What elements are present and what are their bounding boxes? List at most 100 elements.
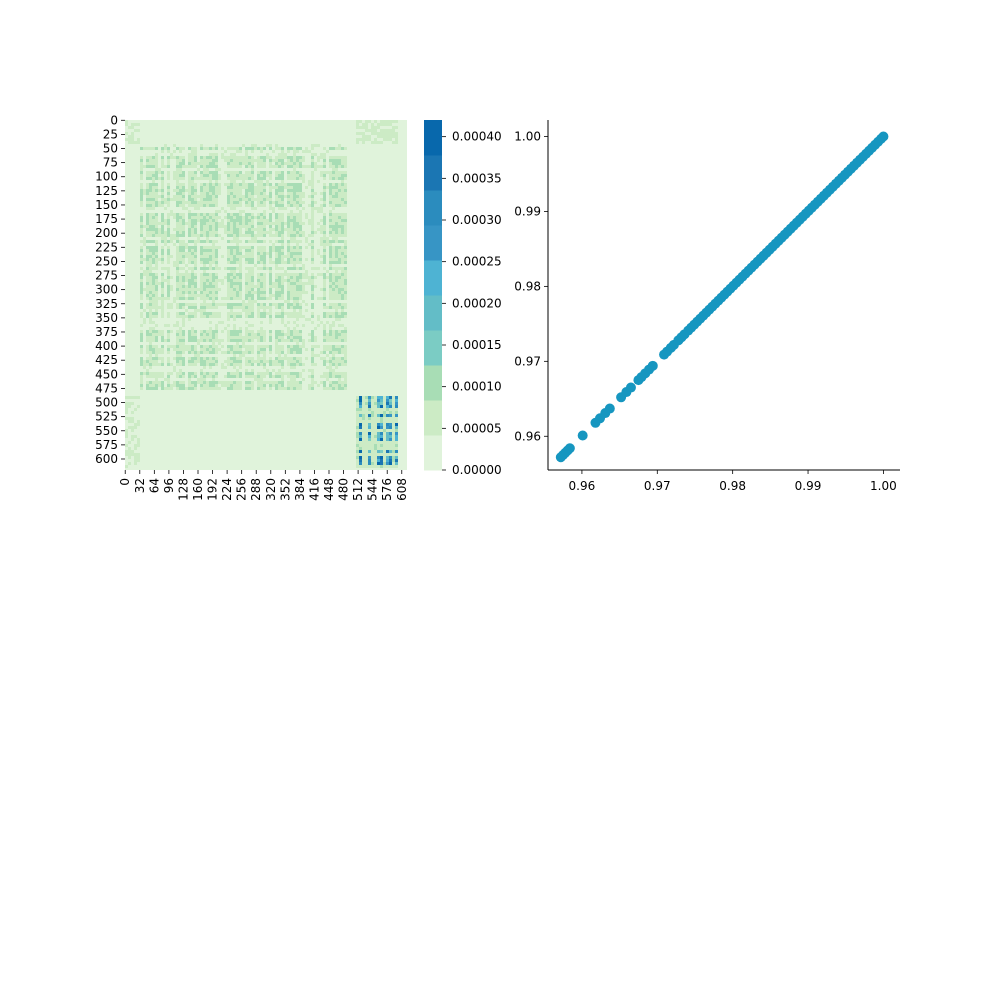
heatmap-cell <box>269 213 272 216</box>
heatmap-cell <box>365 462 368 465</box>
heatmap-cell <box>158 363 161 366</box>
heatmap-cell <box>293 255 296 258</box>
heatmap-cell <box>146 204 149 207</box>
heatmap-cell <box>359 420 362 423</box>
heatmap-cell <box>323 303 326 306</box>
heatmap-cell <box>224 360 227 363</box>
heatmap-cell <box>179 348 182 351</box>
heatmap-cell <box>275 342 278 345</box>
heatmap-cell <box>203 372 206 375</box>
colorbar-band <box>424 330 442 366</box>
heatmap-cell <box>134 462 137 465</box>
heatmap-cell <box>191 222 194 225</box>
heatmap-cell <box>362 402 365 405</box>
heatmap-cell <box>332 372 335 375</box>
heatmap-cell <box>275 348 278 351</box>
heatmap-cell <box>380 141 383 144</box>
heatmap-cell <box>281 351 284 354</box>
heatmap-cell <box>146 282 149 285</box>
heatmap-cell <box>368 429 371 432</box>
heatmap-cell <box>149 285 152 288</box>
heatmap-cell <box>185 303 188 306</box>
heatmap-cell <box>278 285 281 288</box>
heatmap-cell <box>146 351 149 354</box>
heatmap-cell <box>341 384 344 387</box>
heatmap-cell <box>281 153 284 156</box>
heatmap-cell <box>341 372 344 375</box>
heatmap-cell <box>239 351 242 354</box>
heatmap-cell <box>206 156 209 159</box>
heatmap-cell <box>149 174 152 177</box>
heatmap-cell <box>239 384 242 387</box>
heatmap-cell <box>200 279 203 282</box>
heatmap-cell <box>209 363 212 366</box>
heatmap-cell <box>377 396 380 399</box>
heatmap-cell <box>200 375 203 378</box>
heatmap-cell <box>320 153 323 156</box>
heatmap-cell <box>245 285 248 288</box>
heatmap-cell <box>377 447 380 450</box>
heatmap-cell <box>221 237 224 240</box>
heatmap-cell <box>230 213 233 216</box>
heatmap-cell <box>182 363 185 366</box>
heatmap-cell <box>287 204 290 207</box>
heatmap-cell <box>227 252 230 255</box>
heatmap-cell <box>257 348 260 351</box>
heatmap-cell <box>155 276 158 279</box>
heatmap-cell <box>296 336 299 339</box>
heatmap-cell <box>149 321 152 324</box>
heatmap-y-tick-label: 575 <box>95 438 118 452</box>
heatmap-cell <box>299 174 302 177</box>
heatmap-cell <box>140 213 143 216</box>
heatmap-cell <box>236 273 239 276</box>
heatmap-y-tick-label: 425 <box>95 353 118 367</box>
heatmap-cell <box>293 336 296 339</box>
heatmap-cell <box>293 315 296 318</box>
heatmap-cell <box>224 225 227 228</box>
heatmap-cell <box>215 171 218 174</box>
heatmap-cell <box>233 204 236 207</box>
heatmap-cell <box>179 360 182 363</box>
heatmap-cell <box>257 297 260 300</box>
heatmap-cell <box>290 333 293 336</box>
heatmap-cell <box>344 231 347 234</box>
heatmap-cell <box>140 201 143 204</box>
heatmap-cell <box>377 420 380 423</box>
heatmap-cell <box>257 258 260 261</box>
heatmap-cell <box>146 303 149 306</box>
heatmap-cell <box>149 342 152 345</box>
heatmap-cell <box>275 198 278 201</box>
heatmap-cell <box>179 279 182 282</box>
heatmap-cell <box>233 189 236 192</box>
heatmap-cell <box>140 231 143 234</box>
heatmap-cell <box>236 267 239 270</box>
heatmap-cell <box>383 429 386 432</box>
heatmap-cell <box>239 213 242 216</box>
heatmap-cell <box>185 255 188 258</box>
heatmap-cell <box>152 267 155 270</box>
heatmap-cell <box>332 348 335 351</box>
heatmap-cell <box>227 291 230 294</box>
heatmap-chart: 0255075100125150175200225250275300325350… <box>95 113 409 501</box>
heatmap-cell <box>146 297 149 300</box>
heatmap-cell <box>149 225 152 228</box>
heatmap-cell <box>239 156 242 159</box>
heatmap-cell <box>167 165 170 168</box>
heatmap-cell <box>257 306 260 309</box>
heatmap-cell <box>146 222 149 225</box>
heatmap-cell <box>314 345 317 348</box>
heatmap-cell <box>344 375 347 378</box>
heatmap-cell <box>284 183 287 186</box>
heatmap-cell <box>176 171 179 174</box>
heatmap-cell <box>332 384 335 387</box>
heatmap-cell <box>176 165 179 168</box>
heatmap-cell <box>263 195 266 198</box>
heatmap-cell <box>290 159 293 162</box>
heatmap-cell <box>359 120 362 123</box>
heatmap-cell <box>161 315 164 318</box>
heatmap-cell <box>161 150 164 153</box>
heatmap-cell <box>251 159 254 162</box>
heatmap-cell <box>281 207 284 210</box>
heatmap-cell <box>218 174 221 177</box>
heatmap-cell <box>152 345 155 348</box>
